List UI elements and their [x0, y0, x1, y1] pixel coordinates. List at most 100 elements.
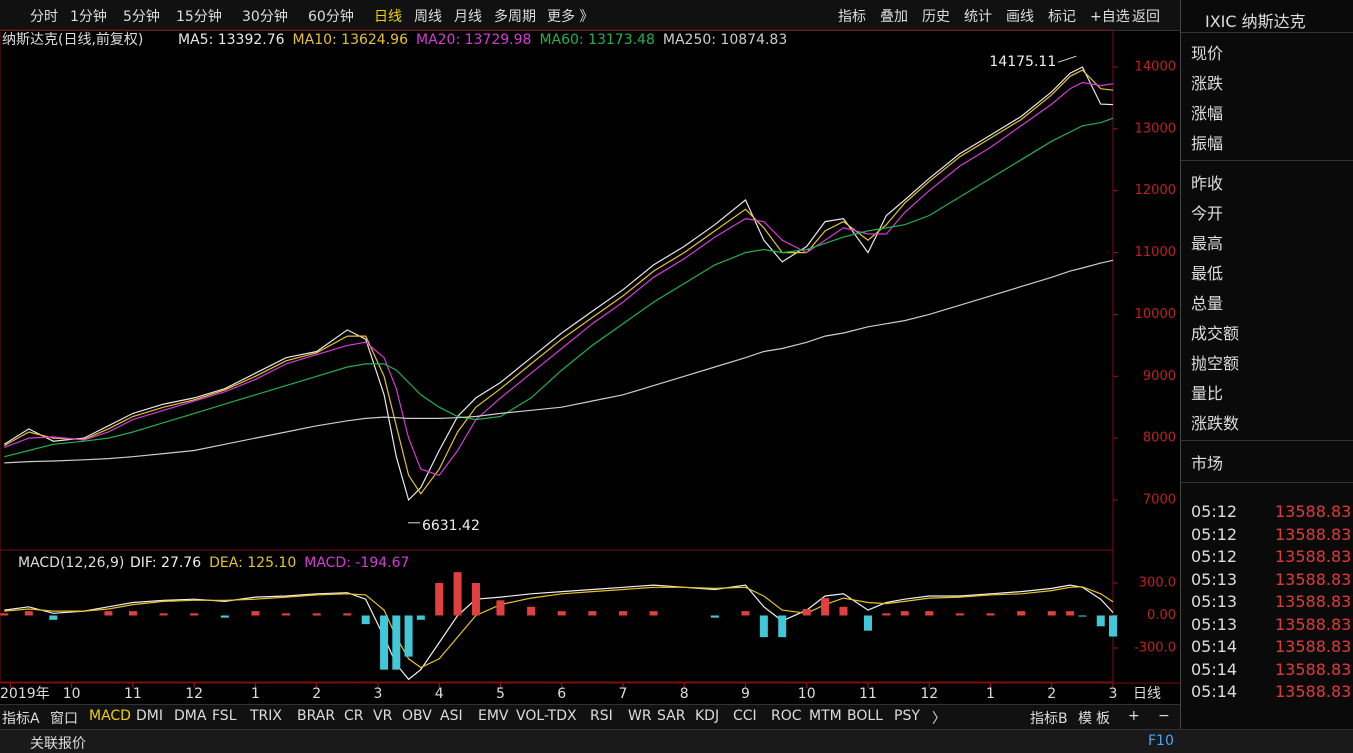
- indicator-tab[interactable]: SAR: [657, 708, 686, 724]
- indicator-tab[interactable]: RSI: [590, 708, 613, 724]
- tool-button[interactable]: 历史: [922, 9, 950, 25]
- panel-button[interactable]: 指标B: [1030, 711, 1068, 727]
- macd-bar: [49, 615, 58, 620]
- macd-bar: [404, 615, 413, 657]
- indicator-tab[interactable]: BRAR: [297, 708, 336, 724]
- macd-bar: [863, 615, 872, 631]
- indicator-tab[interactable]: DMI: [136, 708, 163, 724]
- tool-button[interactable]: 标记: [1048, 9, 1076, 25]
- period-button[interactable]: 月线: [454, 9, 482, 25]
- legend-entry: MACD: -194.67: [304, 555, 409, 571]
- tick-price: 13588.83: [1275, 502, 1352, 521]
- tool-button[interactable]: 画线: [1006, 9, 1034, 25]
- period-button[interactable]: 周线: [414, 9, 442, 25]
- indicator-tab[interactable]: DMA: [174, 708, 207, 724]
- tick-price: 13588.83: [1275, 637, 1352, 656]
- panel-button[interactable]: −: [1158, 708, 1170, 724]
- indicator-tab[interactable]: ASI: [440, 708, 463, 724]
- indicator-tab[interactable]: TRIX: [250, 708, 282, 724]
- indicator-tab[interactable]: BOLL: [847, 708, 883, 724]
- tool-button[interactable]: 叠加: [880, 9, 908, 25]
- field-label: 昨收: [1191, 174, 1224, 193]
- tool-button[interactable]: +自选: [1090, 9, 1130, 25]
- macd-bar: [471, 582, 480, 616]
- y-tick-label: 0.00: [1147, 608, 1176, 623]
- indicator-tab[interactable]: FSL: [212, 708, 237, 724]
- macd-bar: [1047, 611, 1056, 616]
- legend-entry: MA5: 13392.76: [178, 32, 285, 48]
- macd-bar: [710, 615, 719, 618]
- period-button[interactable]: 30分钟: [242, 9, 288, 25]
- extreme-label: 6631.42: [422, 518, 480, 534]
- tick-price: 13588.83: [1275, 592, 1352, 611]
- panel-button[interactable]: 模: [1078, 711, 1092, 727]
- series-line: [4, 81, 1114, 477]
- period-button[interactable]: 1分钟: [70, 9, 107, 25]
- x-tick-label: 12: [185, 686, 203, 702]
- macd-bar: [496, 600, 505, 616]
- macd-bar: [343, 613, 352, 616]
- status-left[interactable]: 关联报价: [30, 736, 86, 752]
- period-button[interactable]: 分时: [30, 9, 58, 25]
- chart-area: 纳斯达克(日线,前复权) 7000 8000 9000 10000 11000 12000 1…: [0, 29, 1180, 702]
- macd-bar: [741, 611, 750, 616]
- period-button[interactable]: 60分钟: [308, 9, 354, 25]
- tool-button[interactable]: 返回: [1132, 9, 1160, 25]
- chart-title: MACD(12,26,9): [18, 555, 124, 571]
- indicator-tab[interactable]: CCI: [733, 708, 757, 724]
- tick-time: 05:13: [1191, 592, 1238, 611]
- macd-bar: [361, 615, 370, 625]
- indicator-tab[interactable]: OBV: [402, 708, 432, 724]
- period-button[interactable]: 多周期: [494, 9, 536, 25]
- y-tick-label: 12000: [1135, 183, 1176, 198]
- status-bar: 关联报价 F10: [0, 729, 1353, 753]
- legend-entry: DIF: 27.76: [130, 555, 201, 571]
- macd-bar: [128, 611, 137, 616]
- macd-bar: [618, 611, 627, 616]
- plot-border: [0, 29, 1114, 683]
- tool-button[interactable]: 统计: [964, 9, 992, 25]
- indicator-tab[interactable]: KDJ: [695, 708, 720, 724]
- tick-price: 13588.83: [1275, 569, 1352, 589]
- panel-button[interactable]: +: [1128, 708, 1140, 724]
- extreme-label: 14175.11: [989, 54, 1056, 70]
- indicator-tab[interactable]: WR: [628, 708, 652, 724]
- tick-time: 05:12: [1191, 502, 1238, 521]
- indicator-tab[interactable]: VR: [373, 708, 393, 724]
- period-button[interactable]: 更多 》: [547, 9, 594, 25]
- x-tick-label: 1: [251, 686, 260, 702]
- indicator-tab[interactable]: PSY: [894, 708, 920, 724]
- tool-button[interactable]: 指标: [838, 9, 866, 25]
- x-tick-label: 4: [435, 686, 444, 702]
- indicator-tab[interactable]: 〉: [932, 711, 946, 727]
- macd-bar: [104, 611, 113, 616]
- separator: [1181, 160, 1353, 161]
- macd-bar: [1096, 615, 1105, 627]
- macd-bar: [1066, 611, 1075, 616]
- indicator-tab[interactable]: MTM: [809, 708, 842, 724]
- indicator-tab[interactable]: ROC: [771, 708, 802, 724]
- period-button[interactable]: 15分钟: [176, 9, 222, 25]
- separator: [1181, 440, 1353, 441]
- tick-price: 13588.83: [1275, 682, 1352, 701]
- y-tick-label: 14000: [1135, 60, 1176, 75]
- indicator-tab[interactable]: CR: [344, 708, 364, 724]
- indicator-tab[interactable]: VOL-TDX: [516, 708, 577, 724]
- y-tick-label: 10000: [1135, 307, 1176, 322]
- period-button[interactable]: 日线: [374, 9, 402, 25]
- y-tick-label: -300.0: [1134, 640, 1176, 655]
- macd-bar: [588, 611, 597, 616]
- indicator-tab[interactable]: EMV: [478, 708, 509, 724]
- indicator-tab[interactable]: 指标A: [2, 711, 40, 727]
- macd-bar: [557, 611, 566, 616]
- x-tick-label: 9: [741, 686, 750, 702]
- panel-button[interactable]: 板: [1096, 711, 1110, 727]
- macd-bar: [778, 615, 787, 638]
- indicator-tab[interactable]: MACD: [89, 708, 131, 724]
- period-button[interactable]: 5分钟: [123, 9, 160, 25]
- status-f10[interactable]: F10: [1148, 733, 1174, 749]
- y-tick-label: 300.0: [1139, 575, 1176, 590]
- indicator-tab[interactable]: 窗口: [50, 711, 78, 727]
- indicator-tabs: 指标A 窗口 MACD DMI DMA FSL TRIX BRAR CR VR OBV ASI EMV V…: [0, 704, 1180, 729]
- series-line: [4, 584, 1114, 681]
